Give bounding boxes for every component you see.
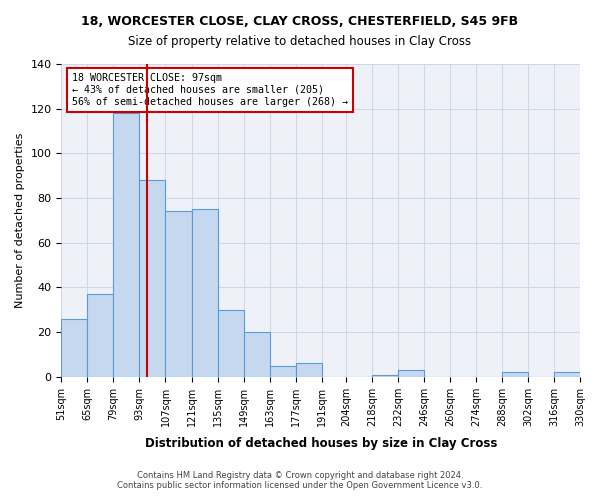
Text: 18, WORCESTER CLOSE, CLAY CROSS, CHESTERFIELD, S45 9FB: 18, WORCESTER CLOSE, CLAY CROSS, CHESTER… bbox=[82, 15, 518, 28]
Bar bbox=[398, 370, 424, 377]
Bar bbox=[372, 374, 398, 377]
Bar bbox=[502, 372, 528, 377]
Bar bbox=[244, 332, 269, 377]
Text: Contains HM Land Registry data © Crown copyright and database right 2024.
Contai: Contains HM Land Registry data © Crown c… bbox=[118, 470, 482, 490]
Bar bbox=[218, 310, 244, 377]
Bar bbox=[191, 209, 218, 377]
Text: Size of property relative to detached houses in Clay Cross: Size of property relative to detached ho… bbox=[128, 35, 472, 48]
Bar bbox=[139, 180, 166, 377]
Bar bbox=[61, 318, 88, 377]
Bar bbox=[269, 366, 296, 377]
Bar bbox=[88, 294, 113, 377]
X-axis label: Distribution of detached houses by size in Clay Cross: Distribution of detached houses by size … bbox=[145, 437, 497, 450]
Y-axis label: Number of detached properties: Number of detached properties bbox=[15, 132, 25, 308]
Bar bbox=[554, 372, 580, 377]
Bar bbox=[166, 212, 191, 377]
Text: 18 WORCESTER CLOSE: 97sqm
← 43% of detached houses are smaller (205)
56% of semi: 18 WORCESTER CLOSE: 97sqm ← 43% of detac… bbox=[72, 74, 348, 106]
Bar bbox=[296, 364, 322, 377]
Bar bbox=[113, 113, 139, 377]
